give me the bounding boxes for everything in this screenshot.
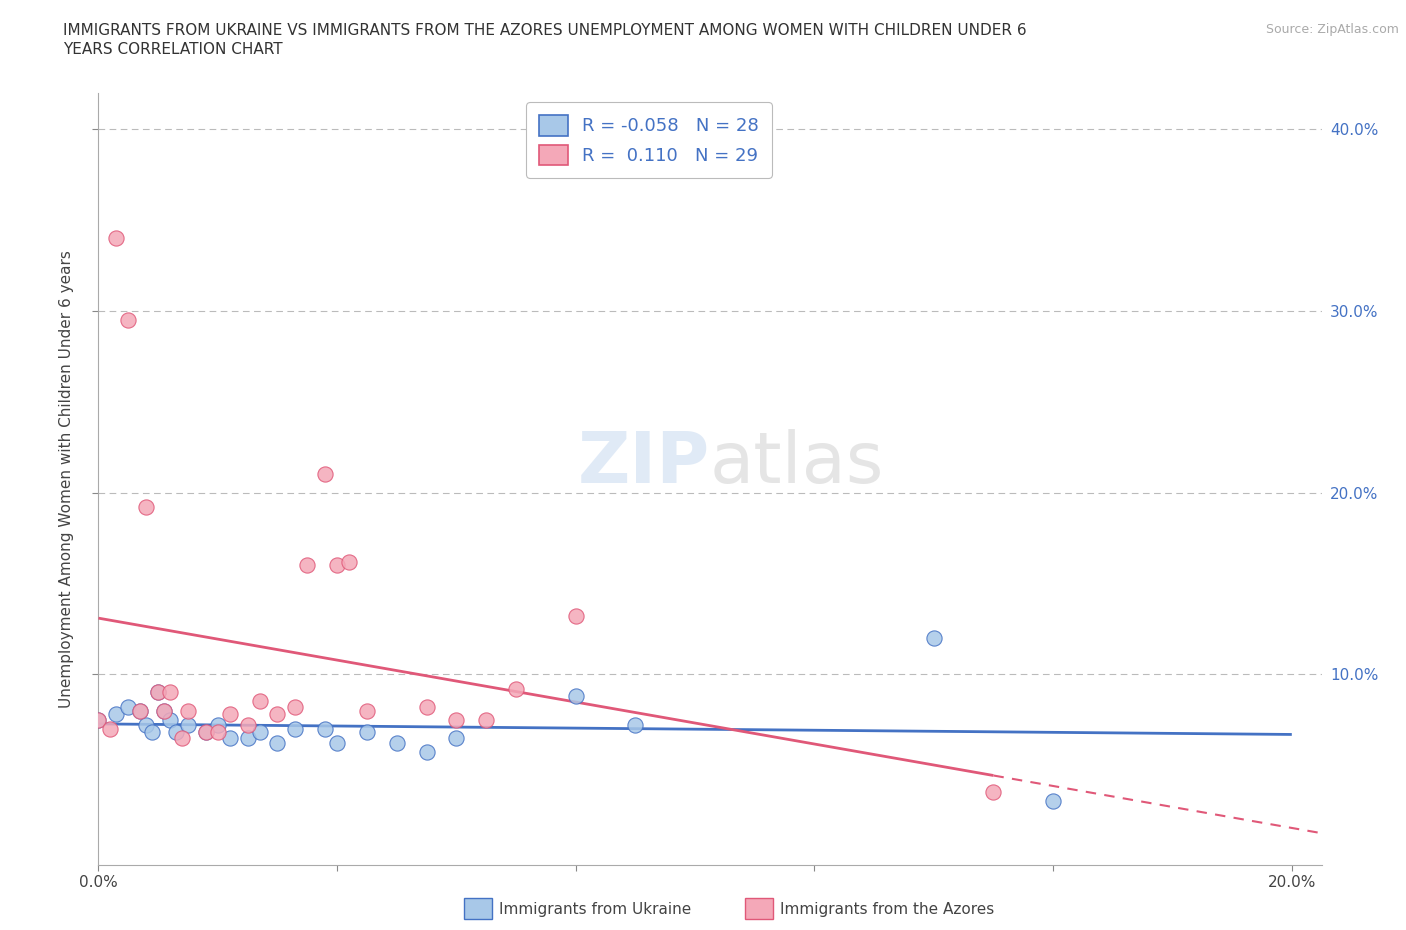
Point [624, 718, 647, 733]
Point [170, 730, 193, 745]
Point [87, 712, 110, 727]
Point [194, 724, 217, 739]
Point [337, 554, 360, 569]
Point [326, 558, 349, 573]
Point [266, 736, 288, 751]
Point [249, 694, 271, 709]
Point [236, 718, 259, 733]
Point [446, 730, 468, 745]
Point [565, 608, 588, 623]
Point [146, 684, 169, 699]
Point [153, 703, 176, 718]
Point [284, 699, 307, 714]
Y-axis label: Unemployment Among Women with Children Under 6 years: Unemployment Among Women with Children U… [59, 250, 75, 708]
Text: IMMIGRANTS FROM UKRAINE VS IMMIGRANTS FROM THE AZORES UNEMPLOYMENT AMONG WOMEN W: IMMIGRANTS FROM UKRAINE VS IMMIGRANTS FR… [63, 23, 1026, 38]
Text: Immigrants from Ukraine: Immigrants from Ukraine [499, 902, 692, 917]
Point [159, 712, 181, 727]
Point [135, 499, 157, 514]
Point [236, 730, 259, 745]
Point [117, 312, 139, 327]
Point [565, 688, 588, 703]
Point [475, 712, 498, 727]
Point [117, 699, 139, 714]
Point [165, 724, 187, 739]
Point [207, 724, 229, 739]
Point [1042, 794, 1064, 809]
Point [159, 684, 181, 699]
Point [284, 722, 307, 737]
Text: Source: ZipAtlas.com: Source: ZipAtlas.com [1265, 23, 1399, 36]
Point [129, 703, 152, 718]
Point [326, 736, 349, 751]
Point [98, 722, 121, 737]
Text: atlas: atlas [710, 429, 884, 498]
Point [218, 707, 240, 722]
Point [446, 712, 468, 727]
Point [385, 736, 408, 751]
Point [314, 722, 336, 737]
Point [207, 718, 229, 733]
Point [266, 707, 288, 722]
Point [983, 785, 1005, 800]
Point [922, 631, 945, 645]
Point [314, 467, 336, 482]
Point [505, 682, 527, 697]
Legend: R = -0.058   N = 28, R =  0.110   N = 29: R = -0.058 N = 28, R = 0.110 N = 29 [526, 102, 772, 178]
Point [105, 707, 128, 722]
Point [135, 718, 157, 733]
Point [141, 724, 163, 739]
Point [415, 745, 437, 760]
Point [297, 558, 319, 573]
Point [177, 718, 200, 733]
Point [87, 712, 110, 727]
Text: YEARS CORRELATION CHART: YEARS CORRELATION CHART [63, 42, 283, 57]
Text: Immigrants from the Azores: Immigrants from the Azores [780, 902, 994, 917]
Point [356, 724, 378, 739]
Point [415, 699, 437, 714]
Text: ZIP: ZIP [578, 429, 710, 498]
Point [218, 730, 240, 745]
Point [249, 724, 271, 739]
Point [177, 703, 200, 718]
Point [153, 703, 176, 718]
Point [356, 703, 378, 718]
Point [105, 231, 128, 246]
Point [146, 684, 169, 699]
Point [194, 724, 217, 739]
Point [129, 703, 152, 718]
